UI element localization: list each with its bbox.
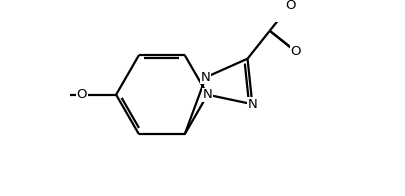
Text: O: O [290, 45, 300, 58]
Text: N: N [247, 98, 256, 111]
Text: O: O [77, 88, 87, 101]
Text: N: N [200, 71, 210, 84]
Text: O: O [284, 0, 295, 12]
Text: N: N [202, 88, 212, 101]
